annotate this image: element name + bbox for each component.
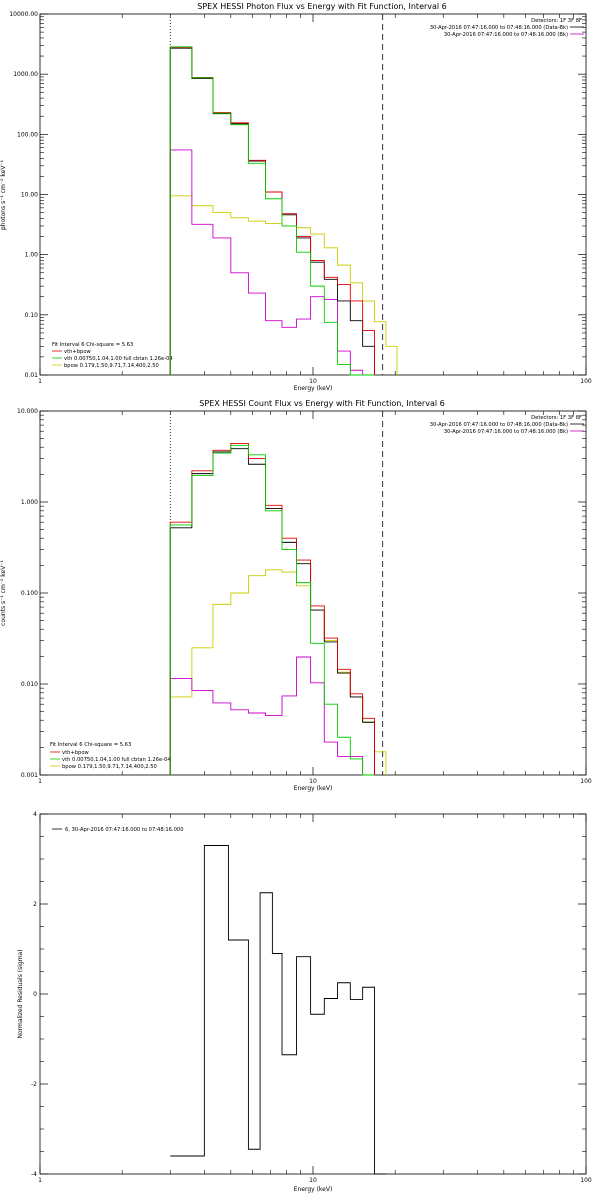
photon-curves xyxy=(169,14,398,376)
resid-xtick-label: 1 xyxy=(38,1177,42,1184)
count-detectors: Detectors: 1F 3F 8F xyxy=(531,415,582,421)
count-ytick-label: 0.001 xyxy=(21,772,38,779)
count-legend-bottom-2: vth 0.00750,1.04,1.00 full cbtan 1.26e-0… xyxy=(62,757,171,763)
photon-ytick-label: 1000.00 xyxy=(13,71,38,78)
photon-panel: SPEX HESSI Photon Flux vs Energy with Fi… xyxy=(0,2,592,392)
resid-legend: 6, 30-Apr-2016 07:47:16.000 to 07:48:16.… xyxy=(65,827,184,833)
resid-panel: Energy (keV) Normalized Residuals (sigma… xyxy=(17,811,592,1193)
photon-detectors: Detectors: 1F 3F 8F xyxy=(531,18,582,24)
photon-ylabel: photons s⁻¹ cm⁻² keV⁻¹ xyxy=(0,159,7,230)
photon-background-series xyxy=(169,149,375,376)
resid-ytick-label: -2 xyxy=(31,1081,37,1088)
resid-ticks: 1 10 100 -4 -2 0 2 4 xyxy=(31,811,592,1184)
photon-ytick-label: 100.00 xyxy=(17,131,38,138)
count-xtick-label: 10 xyxy=(309,778,317,785)
photon-legend-bottom-1: vth+bpow xyxy=(64,349,91,355)
photon-bpow-series xyxy=(169,195,398,375)
photon-ytick-label: 0.01 xyxy=(25,372,39,379)
resid-ytick-label: 0 xyxy=(33,991,37,998)
count-xlabel: Energy (keV) xyxy=(294,785,333,792)
count-total-fit-series xyxy=(169,443,375,775)
count-legend-bottom-3: bpow 0.179,1.50,9.71,7.14,400,2.50 xyxy=(62,764,157,770)
count-bpow-series xyxy=(169,569,387,775)
photon-plot-frame xyxy=(39,13,587,376)
resid-xtick-label: 100 xyxy=(580,1177,592,1184)
count-ytick-label: 1.000 xyxy=(21,499,38,506)
photon-ytick-label: 10000.00 xyxy=(9,11,38,18)
photon-xtick-label: 10 xyxy=(309,378,317,385)
resid-ytick-label: -4 xyxy=(31,1171,37,1178)
count-legend-top-1: 30-Apr-2016 07:47:16.000 to 07:48:16.000… xyxy=(430,422,568,428)
count-legend-top-2: 30-Apr-2016 07:47:16.000 to 07:48:16.000… xyxy=(444,429,568,435)
photon-legend-bottom-2: vth 0.00750,1.04,1.00 full cbtan 1.26e-0… xyxy=(64,356,173,362)
count-ytick-label: 0.100 xyxy=(21,590,38,597)
count-curves xyxy=(169,411,387,776)
resid-xlabel: Energy (keV) xyxy=(294,1186,333,1193)
photon-total-fit-series xyxy=(169,46,375,375)
count-title: SPEX HESSI Count Flux vs Energy with Fit… xyxy=(199,399,444,408)
resid-curves xyxy=(170,845,386,1175)
photon-legend-top-2: 30-Apr-2016 07:47:16.000 to 07:48:16.000… xyxy=(444,32,568,38)
photon-xtick-label: 100 xyxy=(580,378,592,385)
count-panel: SPEX HESSI Count Flux vs Energy with Fit… xyxy=(0,399,592,792)
resid-xtick-label: 10 xyxy=(309,1177,317,1184)
count-legend-bottom-1: vth+bpow xyxy=(62,750,89,756)
photon-xtick-label: 1 xyxy=(38,378,42,385)
photon-legend-top-1: 30-Apr-2016 07:47:16.000 to 07:48:16.000… xyxy=(430,25,568,31)
count-background-series xyxy=(169,656,375,776)
count-xtick-label: 100 xyxy=(580,778,592,785)
count-ytick-label: 10.000 xyxy=(17,408,38,415)
count-data-bk-series xyxy=(169,448,375,775)
photon-fit-text: Fit Interval 6 Chi-square = 5.63 xyxy=(52,342,133,348)
count-ylabel: counts s⁻¹ cm⁻² keV⁻¹ xyxy=(0,560,7,626)
photon-title: SPEX HESSI Photon Flux vs Energy with Fi… xyxy=(197,2,447,11)
count-fit-text: Fit Interval 6 Chi-square = 5.63 xyxy=(50,742,131,748)
photon-data-bk-series xyxy=(169,47,375,375)
photon-ytick-label: 10.00 xyxy=(21,192,38,199)
count-xtick-label: 1 xyxy=(38,778,42,785)
count-ticks: 1 10 100 0.001 0.010 0.100 1.000 10.000 xyxy=(17,408,592,785)
photon-legend-bottom-3: bpow 0.179,1.50,9.71,7.14,400,2.50 xyxy=(64,363,159,369)
photon-ytick-label: 0.10 xyxy=(25,312,39,319)
photon-xlabel: Energy (keV) xyxy=(294,385,333,392)
photon-ytick-label: 1.00 xyxy=(25,252,39,259)
count-plot-frame xyxy=(39,410,587,776)
resid-ytick-label: 4 xyxy=(33,811,37,818)
photon-vth-series xyxy=(169,46,375,376)
photon-ticks: 1 10 100 0.01 0.10 1.00 10.00 100.00 1000.00 1000… xyxy=(9,11,592,385)
count-ytick-label: 0.010 xyxy=(21,681,38,688)
resid-plot-frame xyxy=(39,813,587,1175)
count-vth-series xyxy=(169,444,375,776)
resid-ytick-label: 2 xyxy=(33,901,37,908)
resid-ylabel: Normalized Residuals (sigma) xyxy=(17,949,24,1038)
residuals-series xyxy=(170,845,386,1175)
